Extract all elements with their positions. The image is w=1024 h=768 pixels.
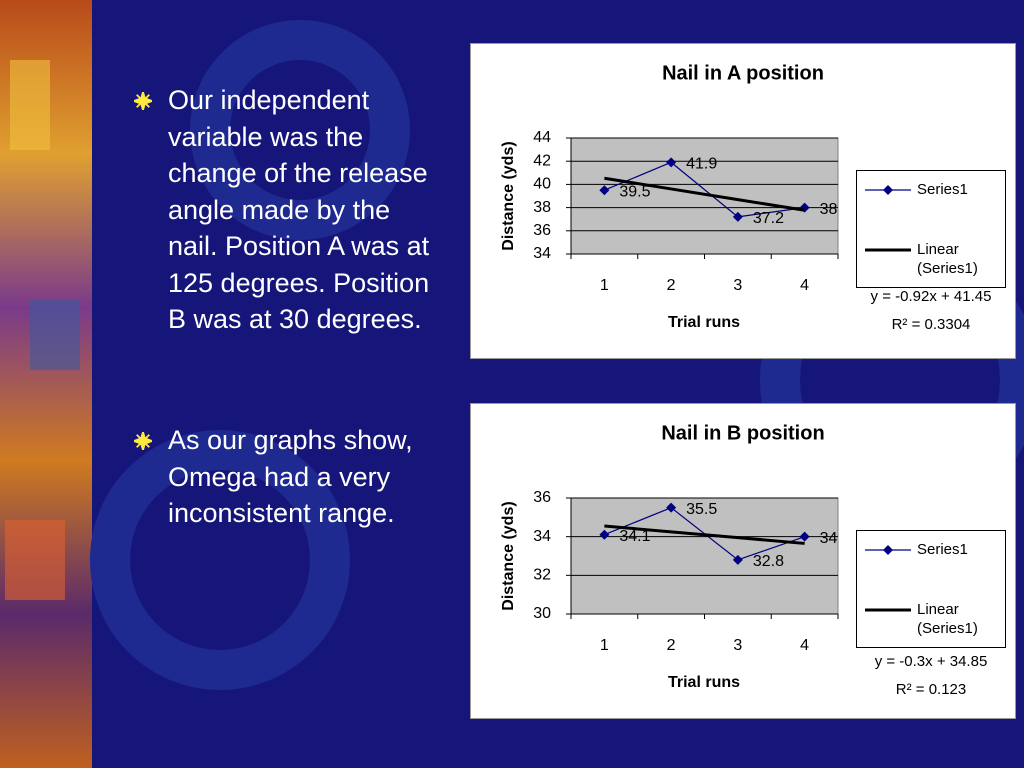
x-tick-label: 1 <box>600 277 609 294</box>
bullet-text: Our independent variable was the change … <box>168 85 430 334</box>
legend-swatches <box>865 185 911 252</box>
legend-label: Linear (Series1) <box>917 601 978 637</box>
bullet-text: As our graphs show, Omega had a very inc… <box>168 425 413 528</box>
data-label: 37.2 <box>753 210 784 227</box>
marker <box>599 529 610 540</box>
y-axis-label: Distance (yds) <box>500 501 517 610</box>
gear <box>190 20 410 240</box>
data-label: 38 <box>820 201 838 218</box>
x-tick-label: 2 <box>667 277 676 294</box>
data-label: 34 <box>820 530 838 547</box>
y-axis-label: Distance (yds) <box>500 141 517 250</box>
y-tick-label: 38 <box>533 199 551 216</box>
bullet-icon <box>134 92 152 110</box>
trend-line <box>604 524 805 545</box>
x-tick-label: 3 <box>733 277 742 294</box>
y-tick-label: 44 <box>533 129 551 146</box>
marker <box>732 211 743 222</box>
bullet-icon <box>134 432 152 450</box>
x-axis-label: Trial runs <box>668 674 740 691</box>
series-line <box>604 161 805 218</box>
legend-label: Series1 <box>917 541 968 558</box>
y-tick-label: 34 <box>533 528 551 545</box>
legend-marker <box>883 545 893 555</box>
x-tick-label: 2 <box>667 637 676 654</box>
legend-label: Series1 <box>917 181 968 198</box>
x-tick-label: 4 <box>800 277 809 294</box>
legend: Series1 Linear (Series1) <box>856 170 1006 288</box>
y-tick-label: 42 <box>533 152 551 169</box>
y-tick-label: 34 <box>533 245 551 262</box>
trend-line <box>604 176 805 212</box>
marker <box>666 157 677 168</box>
trend-annotation: y = -0.3x + 34.85 <box>874 653 988 670</box>
data-label: 39.5 <box>619 183 650 200</box>
x-tick-label: 1 <box>600 637 609 654</box>
deco <box>10 60 50 150</box>
data-label: 32.8 <box>753 553 784 570</box>
x-tick-label: 3 <box>733 637 742 654</box>
data-label: 34.1 <box>619 528 650 545</box>
legend-swatches <box>865 545 911 612</box>
chart-title: Nail in A position <box>662 62 824 84</box>
x-axis-label: Trial runs <box>668 314 740 331</box>
data-label: 41.9 <box>686 156 717 173</box>
deco <box>5 520 65 600</box>
y-tick-label: 30 <box>533 605 551 622</box>
marker <box>599 185 610 196</box>
legend-marker <box>883 185 893 195</box>
trend-annotation: y = -0.92x + 41.45 <box>870 288 992 305</box>
trend-annotation: R² = 0.123 <box>895 681 967 698</box>
y-tick-label: 40 <box>533 176 551 193</box>
chart: Nail in B position 30 32 34 36 1 2 3 4 Trial runs… <box>470 403 1016 719</box>
trend-annotation: R² = 0.3304 <box>891 316 971 333</box>
marker <box>799 531 810 542</box>
chart: Nail in A position 34 36 38 40 42 44 1 2 3 4 Trial … <box>470 43 1016 359</box>
deco <box>30 300 80 370</box>
legend-label: Linear (Series1) <box>917 241 978 277</box>
legend: Series1 Linear (Series1) <box>856 530 1006 648</box>
x-tick-label: 4 <box>800 637 809 654</box>
chart-title: Nail in B position <box>661 422 824 444</box>
marker <box>732 554 743 565</box>
data-label: 35.5 <box>686 501 717 518</box>
y-tick-label: 32 <box>533 567 551 584</box>
plot-area <box>570 497 839 615</box>
gear <box>90 430 350 690</box>
y-tick-label: 36 <box>533 489 551 506</box>
y-tick-label: 36 <box>533 222 551 239</box>
